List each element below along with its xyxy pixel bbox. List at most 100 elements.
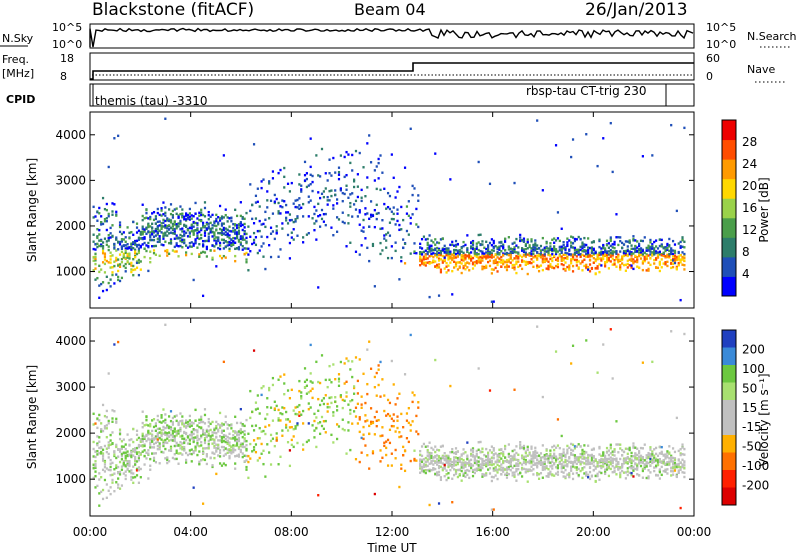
- velocity-echo: [217, 428, 220, 431]
- power-echo: [528, 252, 531, 255]
- velocity-echo: [169, 447, 173, 450]
- power-echo: [211, 227, 214, 230]
- velocity-echo: [245, 449, 248, 452]
- velocity-echo: [488, 389, 492, 392]
- power-echo: [360, 196, 363, 199]
- power-echo: [288, 190, 292, 193]
- velocity-echo: [549, 472, 552, 476]
- power-echo: [594, 250, 597, 253]
- velocity-echo: [415, 459, 418, 462]
- power-echo: [604, 250, 607, 254]
- power-echo: [356, 195, 359, 199]
- velocity-echo: [100, 430, 103, 433]
- power-echo: [179, 212, 182, 216]
- power-echo: [477, 258, 480, 261]
- velocity-echo: [611, 377, 614, 380]
- power-echo: [632, 237, 635, 241]
- velocity-echo: [419, 467, 422, 470]
- velocity-echo: [436, 448, 439, 452]
- power-echo: [258, 229, 261, 233]
- velocity-echo: [651, 461, 654, 464]
- power-echo: [151, 233, 154, 236]
- power-echo: [437, 259, 441, 262]
- velocity-echo: [137, 443, 141, 447]
- velocity-echo: [600, 457, 603, 461]
- power-echo: [164, 249, 167, 253]
- velocity-echo: [545, 454, 548, 457]
- velocity-echo: [130, 475, 133, 479]
- velocity-echo: [502, 454, 505, 457]
- velocity-echo: [283, 406, 286, 410]
- power-echo: [247, 253, 250, 256]
- power-echo: [554, 252, 558, 256]
- power-echo: [92, 216, 95, 219]
- velocity-echo: [171, 429, 174, 433]
- velocity-echo: [605, 451, 609, 454]
- power-echo: [177, 255, 180, 258]
- velocity-echo: [96, 453, 99, 456]
- velocity-echo: [107, 468, 110, 472]
- power-echo: [269, 199, 273, 203]
- power-echo: [283, 175, 286, 179]
- power-echo: [339, 154, 342, 157]
- velocity-echo: [609, 456, 612, 459]
- power-echo: [530, 252, 533, 256]
- velocity-echo: [638, 450, 641, 453]
- velocity-echo: [262, 385, 265, 388]
- power-echo: [617, 259, 620, 263]
- velocity-echo: [345, 395, 348, 398]
- power-echo: [366, 212, 369, 215]
- velocity-echo: [524, 470, 527, 474]
- velocity-echo: [147, 429, 150, 433]
- velocity-echo: [585, 463, 588, 466]
- power-echo: [485, 240, 488, 243]
- power-echo: [181, 238, 184, 242]
- velocity-echo: [583, 451, 586, 455]
- beam-title: Beam 04: [354, 0, 426, 19]
- power-echo: [519, 264, 522, 267]
- velocity-echo: [105, 447, 108, 450]
- velocity-echo: [168, 435, 171, 438]
- velocity-echo: [294, 412, 297, 416]
- power-echo: [645, 246, 648, 250]
- velocity-echo: [181, 415, 184, 418]
- power-echo: [520, 255, 524, 259]
- noise-tick-right-low: 10^0: [706, 38, 736, 51]
- power-echo: [560, 227, 563, 230]
- power-echo: [666, 242, 669, 246]
- velocity-echo: [607, 464, 611, 467]
- power-echo: [337, 218, 341, 221]
- velocity-echo: [641, 476, 644, 479]
- power-echo: [298, 204, 301, 207]
- velocity-echo: [600, 464, 603, 468]
- velocity-echo: [579, 469, 582, 473]
- power-echo: [113, 137, 116, 140]
- power-echo: [594, 258, 597, 261]
- velocity-echo: [288, 396, 292, 400]
- velocity-echo: [192, 440, 195, 444]
- power-echo: [483, 246, 486, 249]
- velocity-echo: [460, 464, 463, 467]
- power-echo: [566, 252, 569, 255]
- power-echo: [503, 252, 507, 255]
- velocity-echo: [336, 405, 339, 408]
- velocity-echo: [92, 412, 95, 415]
- velocity-echo: [228, 437, 231, 440]
- velocity-echo: [513, 455, 516, 458]
- velocity-echo: [347, 429, 350, 432]
- velocity-echo: [466, 454, 469, 457]
- power-echo: [653, 253, 656, 256]
- power-echo: [186, 213, 190, 217]
- power-echo: [570, 261, 573, 265]
- power-echo: [245, 258, 248, 261]
- velocity-echo: [205, 447, 208, 450]
- velocity-echo: [447, 454, 450, 458]
- power-echo: [398, 185, 401, 189]
- power-echo: [373, 208, 376, 212]
- power-echo: [109, 266, 112, 269]
- power-echo: [156, 225, 159, 228]
- velocity-echo: [609, 445, 612, 448]
- velocity-echo: [541, 468, 544, 471]
- power-echo: [636, 265, 639, 268]
- power-echo: [541, 236, 544, 240]
